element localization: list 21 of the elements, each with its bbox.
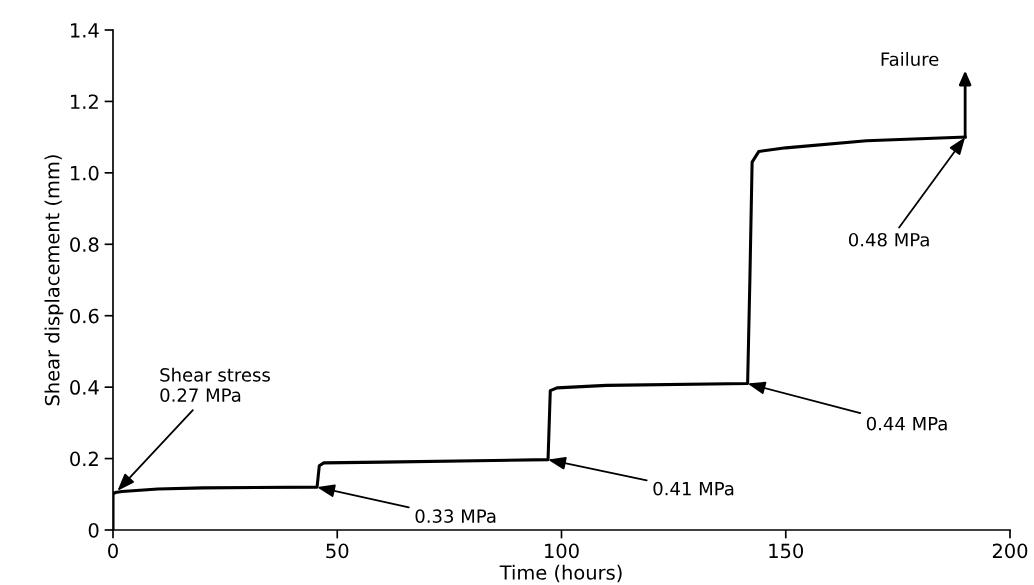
x-tick-label: 150	[769, 543, 804, 559]
y-tick-label: 0.8	[70, 237, 99, 252]
x-tick-label: 200	[992, 543, 1028, 559]
y-tick-label: 1.0	[71, 165, 99, 181]
y-tick-label: 1.2	[71, 94, 98, 109]
annotation: 0.41 MPa	[653, 481, 734, 496]
annotation: Failure	[881, 52, 939, 66]
annotation: 0.48 MPa	[848, 232, 929, 247]
y-tick-label: 0	[88, 522, 99, 538]
y-tick-label: 1.4	[71, 23, 99, 38]
x-tick-label: 100	[545, 543, 579, 559]
y-tick-label: 0.4	[70, 380, 99, 395]
x-axis-title: Time (hours)	[499, 564, 622, 583]
annotation: Shear stress 0.27 MPa	[160, 367, 270, 402]
y-axis-title: Shear displacement (mm)	[44, 155, 64, 406]
annotation: 0.44 MPa	[866, 416, 947, 431]
x-tick-label: 0	[108, 543, 118, 559]
y-tick-label: 0.2	[70, 451, 98, 467]
x-tick-label: 50	[326, 543, 349, 559]
y-tick-label: 0.6	[70, 308, 99, 324]
annotation: 0.33 MPa	[415, 509, 496, 523]
